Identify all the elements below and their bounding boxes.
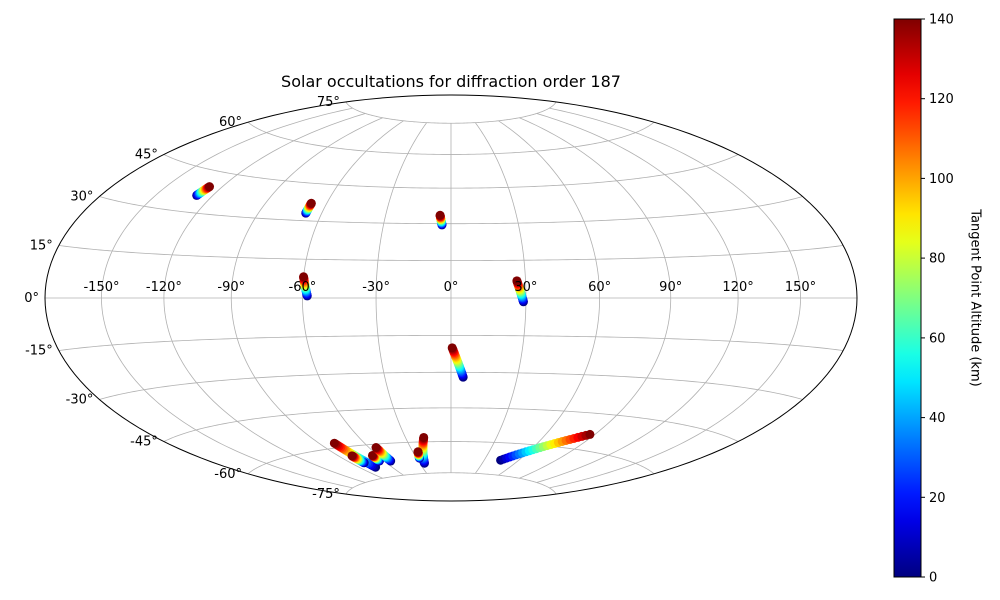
latitude-tick-label: -45° — [130, 435, 158, 450]
colorbar-tick-label: 20 — [929, 491, 946, 506]
latitude-tick-label: 45° — [135, 148, 158, 163]
occultation-point — [512, 276, 522, 286]
occultation-track — [435, 210, 447, 230]
meridian-line — [163, 113, 366, 483]
colorbar-ticks: 0 20 40 60 80 100 120 140 — [921, 13, 954, 586]
occultation-track — [367, 450, 384, 466]
meridian-line — [230, 117, 383, 479]
longitude-tick-label: 30° — [514, 280, 537, 295]
longitude-tick-label: -60° — [289, 280, 317, 295]
meridian-line — [536, 113, 739, 483]
longitude-tick-label: -90° — [217, 280, 245, 295]
occultation-track — [496, 429, 595, 465]
occultation-point — [585, 429, 595, 439]
occultation-point — [435, 210, 445, 220]
longitude-tick-label: -150° — [83, 280, 119, 295]
colorbar-tick-label: 80 — [929, 252, 946, 267]
occultation-points — [192, 182, 595, 472]
colorbar-tick-label: 40 — [929, 411, 946, 426]
meridian-line — [549, 107, 801, 489]
occultation-point — [347, 451, 357, 461]
occultation-point — [299, 272, 309, 282]
longitude-tick-label: 0° — [444, 280, 459, 295]
occultation-point — [371, 443, 381, 453]
latitude-tick-label: -60° — [214, 467, 242, 482]
latitude-tick-label: -30° — [66, 393, 94, 408]
colorbar-label: Tangent Point Altitude (km) — [968, 208, 983, 386]
occultation-point — [447, 343, 457, 353]
latitude-tick-label: -15° — [25, 344, 53, 359]
occultation-point — [329, 438, 339, 448]
colorbar — [893, 18, 922, 578]
occultation-track — [413, 447, 424, 463]
colorbar-tick-label: 120 — [929, 92, 954, 107]
meridian-line — [375, 122, 427, 474]
colorbar-tick-label: 0 — [929, 571, 937, 586]
map-outline — [44, 94, 858, 502]
occultation-point — [419, 432, 429, 442]
meridian-line — [101, 107, 353, 489]
longitude-tick-label: -30° — [362, 280, 390, 295]
latitude-tick-label: -75° — [312, 487, 340, 502]
latitude-tick-label: 60° — [219, 115, 242, 130]
colorbar-tick-label: 60 — [929, 331, 946, 346]
occultation-track — [447, 343, 468, 382]
colorbar-tick-label: 140 — [929, 13, 954, 28]
latitude-tick-label: 75° — [317, 95, 340, 110]
occultation-track — [512, 276, 528, 307]
latitude-tick-label: 15° — [30, 239, 53, 254]
latitude-tick-label: 30° — [70, 190, 93, 205]
occultation-point — [306, 198, 316, 208]
meridian-line — [301, 120, 404, 476]
chart-title: Solar occultations for diffraction order… — [281, 72, 621, 91]
occultation-track — [347, 451, 369, 468]
longitude-tick-label: -120° — [146, 280, 182, 295]
meridian-line — [498, 120, 601, 476]
longitude-tick-label: 120° — [722, 280, 753, 295]
occultation-point — [413, 447, 423, 457]
occultation-point — [367, 450, 377, 460]
occultation-track — [192, 182, 215, 200]
map-grid — [45, 101, 857, 495]
longitude-tick-label: 150° — [785, 280, 816, 295]
occultation-point — [205, 182, 215, 192]
longitude-tick-labels: -150° -120° -90° -60° -30° 0° 30° 60° 90° 120° 150… — [83, 280, 816, 295]
occultation-track — [371, 443, 396, 466]
occultation-track — [301, 198, 316, 218]
meridian-line — [519, 117, 672, 479]
occultation-track — [299, 272, 312, 301]
longitude-tick-label: 60° — [588, 280, 611, 295]
colorbar-tick-label: 100 — [929, 172, 954, 187]
latitude-tick-labels: -75° -60° -45° -30° -15° 0° 15° 30° 45° 60° 75° — [24, 95, 340, 502]
latitude-tick-label: 0° — [24, 291, 39, 306]
longitude-tick-label: 90° — [659, 280, 682, 295]
